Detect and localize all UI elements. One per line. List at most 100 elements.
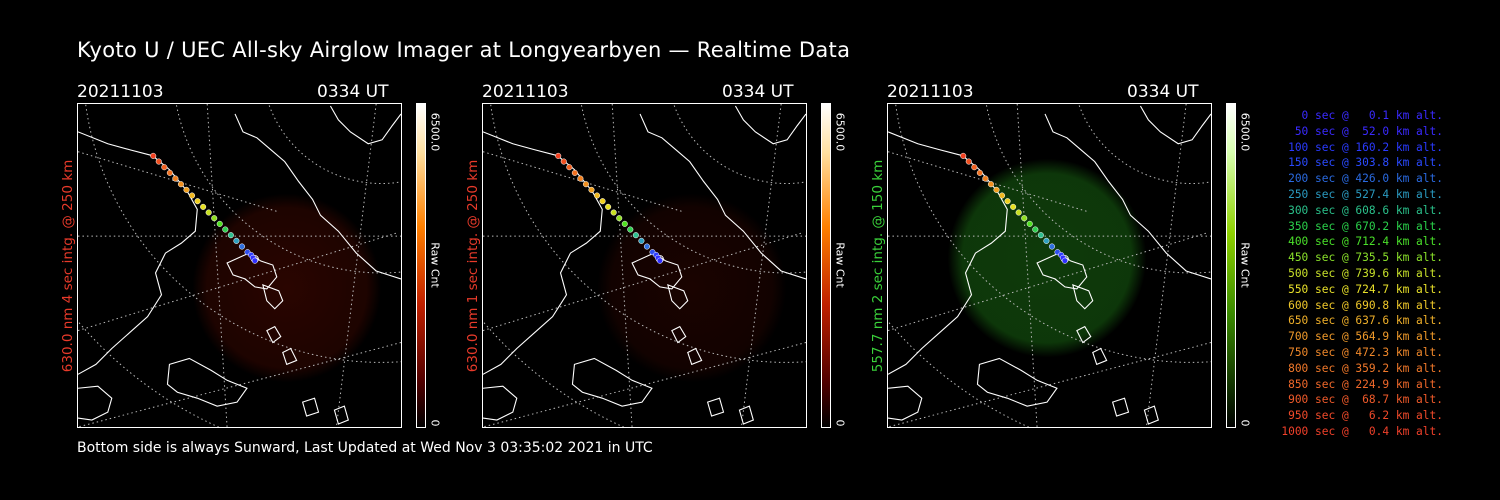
legend-row: 700 sec @ 564.9 km alt. — [1288, 330, 1443, 344]
trajectory-dot — [588, 186, 595, 193]
meridian-line — [1016, 104, 1038, 427]
trajectory-dot — [999, 192, 1006, 199]
trajectory-dot — [222, 226, 229, 233]
panel-date: 20211103 — [77, 82, 164, 102]
coastline — [1076, 325, 1159, 425]
map-canvas — [888, 104, 1211, 427]
colorbar-max-label: 6500.0 — [1238, 112, 1252, 152]
trajectory-dot — [1043, 237, 1050, 244]
trajectory-dot — [161, 164, 168, 171]
legend-row: 200 sec @ 426.0 km alt. — [1288, 172, 1443, 186]
trajectory-dot — [251, 257, 258, 264]
trajectory-dot — [150, 152, 157, 159]
panel-date: 20211103 — [887, 82, 974, 102]
trajectory-dot — [656, 257, 663, 264]
coastline — [262, 284, 284, 310]
trajectory-dot — [965, 158, 972, 165]
trajectory-dot — [638, 237, 645, 244]
trajectory-dot — [632, 232, 639, 239]
trajectory-dot — [1061, 257, 1068, 264]
trajectory-dot — [627, 226, 634, 233]
footer-note: Bottom side is always Sunward, Last Upda… — [77, 440, 653, 456]
colorbar-max-label: 6500.0 — [833, 112, 847, 152]
colorbar-unit-label: Raw Cnt — [428, 242, 442, 288]
meridian-line — [611, 104, 633, 427]
coastline — [734, 105, 806, 145]
coastline — [571, 357, 653, 407]
panel-ylabel: 630.0 nm 4 sec intg. @ 250 km — [60, 159, 76, 372]
coastline — [667, 284, 689, 310]
trajectory-dot — [177, 181, 184, 188]
airglow-disc — [192, 193, 382, 383]
trajectory-dot — [1010, 203, 1017, 210]
colorbar — [821, 103, 831, 428]
legend-row: 550 sec @ 724.7 km alt. — [1288, 282, 1443, 296]
meridian-line — [335, 104, 377, 427]
trajectory-dot — [577, 175, 584, 182]
coastline — [976, 357, 1058, 407]
airglow-map — [77, 103, 402, 428]
trajectory-dot — [566, 164, 573, 171]
trajectory-dot — [189, 192, 196, 199]
meridian-line — [206, 104, 228, 427]
coastline — [671, 325, 754, 425]
coastline — [483, 385, 518, 421]
coastline — [639, 113, 806, 280]
legend-row: 900 sec @ 68.7 km alt. — [1288, 393, 1443, 407]
trajectory-dot — [1048, 243, 1055, 250]
legend-row: 150 sec @ 303.8 km alt. — [1288, 156, 1443, 170]
panel-3: 20211103 0334 UT 557.7 nm 2 sec intg. @ … — [870, 80, 1307, 435]
legend-row: 250 sec @ 527.4 km alt. — [1288, 187, 1443, 201]
trajectory-dot — [987, 181, 994, 188]
trajectory-dot — [643, 243, 650, 250]
trajectory-dot — [555, 152, 562, 159]
meridian-line — [483, 151, 682, 212]
meridian-line — [483, 232, 802, 332]
legend-row: 100 sec @ 160.2 km alt. — [1288, 140, 1443, 154]
panel-ylabel: 557.7 nm 2 sec intg. @ 150 km — [870, 159, 886, 372]
trajectory-dot — [993, 186, 1000, 193]
trajectory-dot — [216, 220, 223, 227]
meridian-line — [78, 151, 277, 212]
map-canvas — [78, 104, 401, 427]
trajectory-dot — [594, 192, 601, 199]
trajectory-dot — [582, 181, 589, 188]
legend-row: 850 sec @ 224.9 km alt. — [1288, 377, 1443, 391]
legend-row: 450 sec @ 735.5 km alt. — [1288, 251, 1443, 265]
airglow-map — [482, 103, 807, 428]
airglow-map — [887, 103, 1212, 428]
coastline — [1139, 105, 1211, 145]
trajectory-dot — [605, 203, 612, 210]
legend-row: 0 sec @ 0.1 km alt. — [1301, 109, 1443, 122]
legend-row: 650 sec @ 637.6 km alt. — [1288, 314, 1443, 328]
trajectory-dot — [1021, 215, 1028, 222]
airglow-disc — [597, 193, 787, 383]
panel-time: 0334 UT — [722, 82, 794, 102]
coastline — [1072, 284, 1094, 310]
panel-1: 20211103 0334 UT 630.0 nm 4 sec intg. @ … — [60, 80, 497, 435]
coastline — [888, 385, 923, 421]
coastline — [888, 131, 1008, 375]
trajectory-dot — [621, 220, 628, 227]
coastline — [78, 385, 113, 421]
legend-row: 50 sec @ 52.0 km alt. — [1294, 124, 1443, 138]
coastline — [234, 113, 401, 280]
colorbar-unit-label: Raw Cnt — [1238, 242, 1252, 288]
trajectory-dot — [960, 152, 967, 159]
trajectory-dot — [1037, 232, 1044, 239]
colorbar-min-label: 0 — [428, 419, 442, 427]
panel-ylabel: 630.0 nm 1 sec intg. @ 250 km — [465, 159, 481, 372]
panel-time: 0334 UT — [1127, 82, 1199, 102]
panel-2: 20211103 0334 UT 630.0 nm 1 sec intg. @ … — [465, 80, 902, 435]
page-title: Kyoto U / UEC All-sky Airglow Imager at … — [77, 38, 851, 62]
colorbar-min-label: 0 — [833, 419, 847, 427]
trajectory-dot — [200, 203, 207, 210]
trajectory-dot — [1026, 220, 1033, 227]
trajectory-dot — [971, 164, 978, 171]
panel-time: 0334 UT — [317, 82, 389, 102]
coastline — [166, 357, 248, 407]
trajectory-dot — [1004, 198, 1011, 205]
trajectory-dot — [233, 237, 240, 244]
coastline — [266, 325, 349, 425]
meridian-line — [1145, 104, 1187, 427]
